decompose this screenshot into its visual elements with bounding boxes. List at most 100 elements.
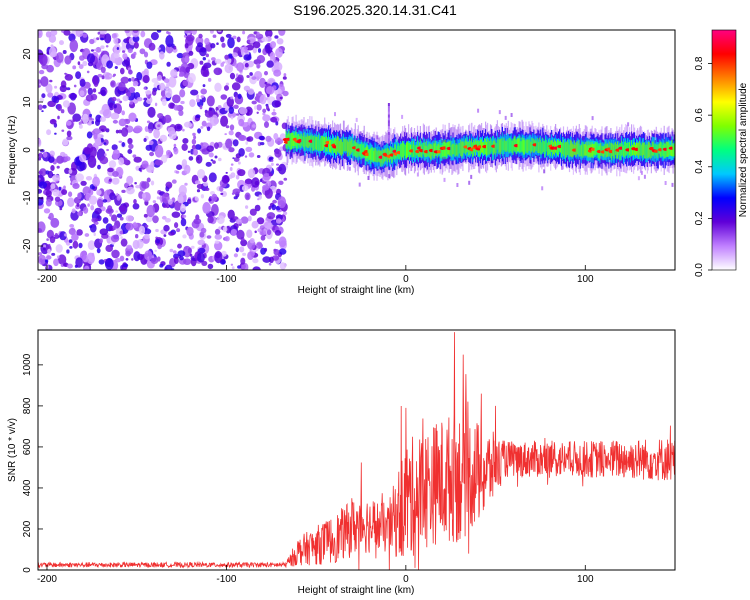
noise-cell	[204, 37, 210, 45]
noise-cell	[230, 229, 238, 236]
signal-band-cell	[342, 137, 345, 152]
colorbar: 0.0 0.2 0.4 0.6 0.8 Normalized spectral ampl…	[694, 29, 749, 277]
noise-cell	[251, 186, 256, 192]
noise-cell	[45, 83, 53, 94]
noise-cell	[125, 258, 129, 261]
signal-band-cell	[338, 140, 341, 154]
noise-cell	[119, 230, 124, 235]
noise-cell	[141, 160, 149, 169]
noise-cell	[262, 112, 266, 116]
noise-cell	[178, 184, 187, 196]
noise-cell	[88, 195, 98, 205]
signal-scatter-cell	[504, 115, 507, 120]
noise-cell	[184, 182, 188, 186]
noise-cell	[72, 240, 79, 249]
noise-cell	[106, 60, 113, 69]
signal-band-cell	[577, 143, 579, 155]
signal-band-cell	[661, 142, 663, 157]
signal-band-cell	[500, 138, 502, 152]
signal-scatter-cell	[627, 122, 630, 127]
signal-band-cell	[542, 137, 544, 154]
noise-cell	[64, 72, 67, 75]
signal-band-cell	[649, 144, 651, 160]
noise-cell	[57, 115, 60, 120]
noise-cell	[211, 57, 216, 61]
noise-cell	[180, 100, 185, 105]
noise-cell	[111, 177, 120, 185]
noise-cell	[92, 176, 100, 187]
snr-panel: -200 -100 0 100 0 200 400 600 800 1000 Height of…	[7, 329, 676, 596]
noise-cell	[131, 76, 135, 82]
x-tick-label: 0	[403, 274, 409, 285]
noise-cell	[267, 31, 272, 35]
noise-cell	[257, 48, 262, 53]
signal-band-cell	[350, 138, 352, 154]
noise-cell	[220, 94, 228, 100]
signal-band-cell	[562, 139, 565, 157]
signal-band-cell	[540, 139, 542, 155]
noise-cell	[214, 228, 221, 235]
noise-cell	[92, 76, 99, 85]
noise-cell	[186, 34, 195, 42]
signal-band-cell	[668, 143, 670, 156]
noise-cell	[132, 30, 139, 34]
noise-cell	[133, 156, 142, 163]
signal-band-cell	[461, 141, 463, 158]
noise-cell	[111, 96, 117, 102]
signal-band-cell	[630, 146, 632, 157]
noise-cell	[176, 228, 181, 233]
spectrogram-x-ticks: -200 -100 0 100	[37, 265, 594, 285]
colorbar-ticks: 0.0 0.2 0.4 0.6 0.8	[694, 56, 712, 277]
signal-flare-cell	[387, 123, 390, 127]
noise-cell	[217, 105, 222, 109]
noise-cell	[159, 134, 168, 142]
noise-cell	[222, 226, 228, 233]
noise-cell	[41, 110, 44, 113]
noise-cell	[105, 45, 109, 48]
noise-cell	[106, 148, 109, 152]
noise-cell	[152, 200, 157, 204]
signal-band-cell	[371, 146, 373, 161]
noise-cell	[198, 33, 203, 39]
noise-cell	[277, 196, 287, 209]
noise-cell	[98, 30, 107, 35]
noise-cell	[97, 31, 101, 35]
noise-cell	[240, 216, 249, 224]
signal-band-cell	[412, 141, 415, 158]
noise-cell	[89, 113, 92, 118]
noise-cell	[278, 180, 284, 185]
noise-cell	[128, 143, 134, 149]
noise-cell	[50, 165, 55, 171]
noise-cell	[247, 60, 254, 68]
noise-cell	[275, 218, 282, 224]
noise-cell	[111, 144, 118, 151]
signal-scatter-cell	[477, 108, 480, 113]
noise-cell	[103, 142, 107, 145]
signal-band-cell	[422, 142, 424, 155]
noise-cell	[242, 252, 247, 256]
noise-cell	[90, 223, 97, 233]
noise-cell	[145, 90, 152, 95]
noise-cell	[121, 110, 125, 116]
noise-cell	[214, 251, 223, 264]
signal-scatter-cell	[367, 176, 370, 180]
signal-band-cell	[491, 143, 494, 154]
noise-cell	[171, 211, 181, 218]
noise-cell	[243, 46, 249, 50]
signal-band-cell	[400, 144, 402, 157]
noise-cell	[212, 34, 217, 38]
signal-scatter-cell	[401, 114, 404, 119]
noise-cell	[100, 138, 104, 143]
noise-cell	[38, 30, 43, 38]
noise-cell	[244, 62, 249, 68]
signal-scatter-cell	[416, 172, 419, 177]
noise-cell	[214, 142, 219, 150]
signal-band-cell	[585, 141, 587, 156]
signal-scatter-cell	[510, 113, 513, 117]
noise-cell	[244, 192, 251, 201]
y-tick-label: 1000	[22, 353, 33, 376]
signal-band-cell	[453, 143, 455, 155]
signal-band-cell	[623, 145, 625, 157]
noise-cell	[102, 217, 109, 224]
noise-cell	[204, 110, 214, 118]
